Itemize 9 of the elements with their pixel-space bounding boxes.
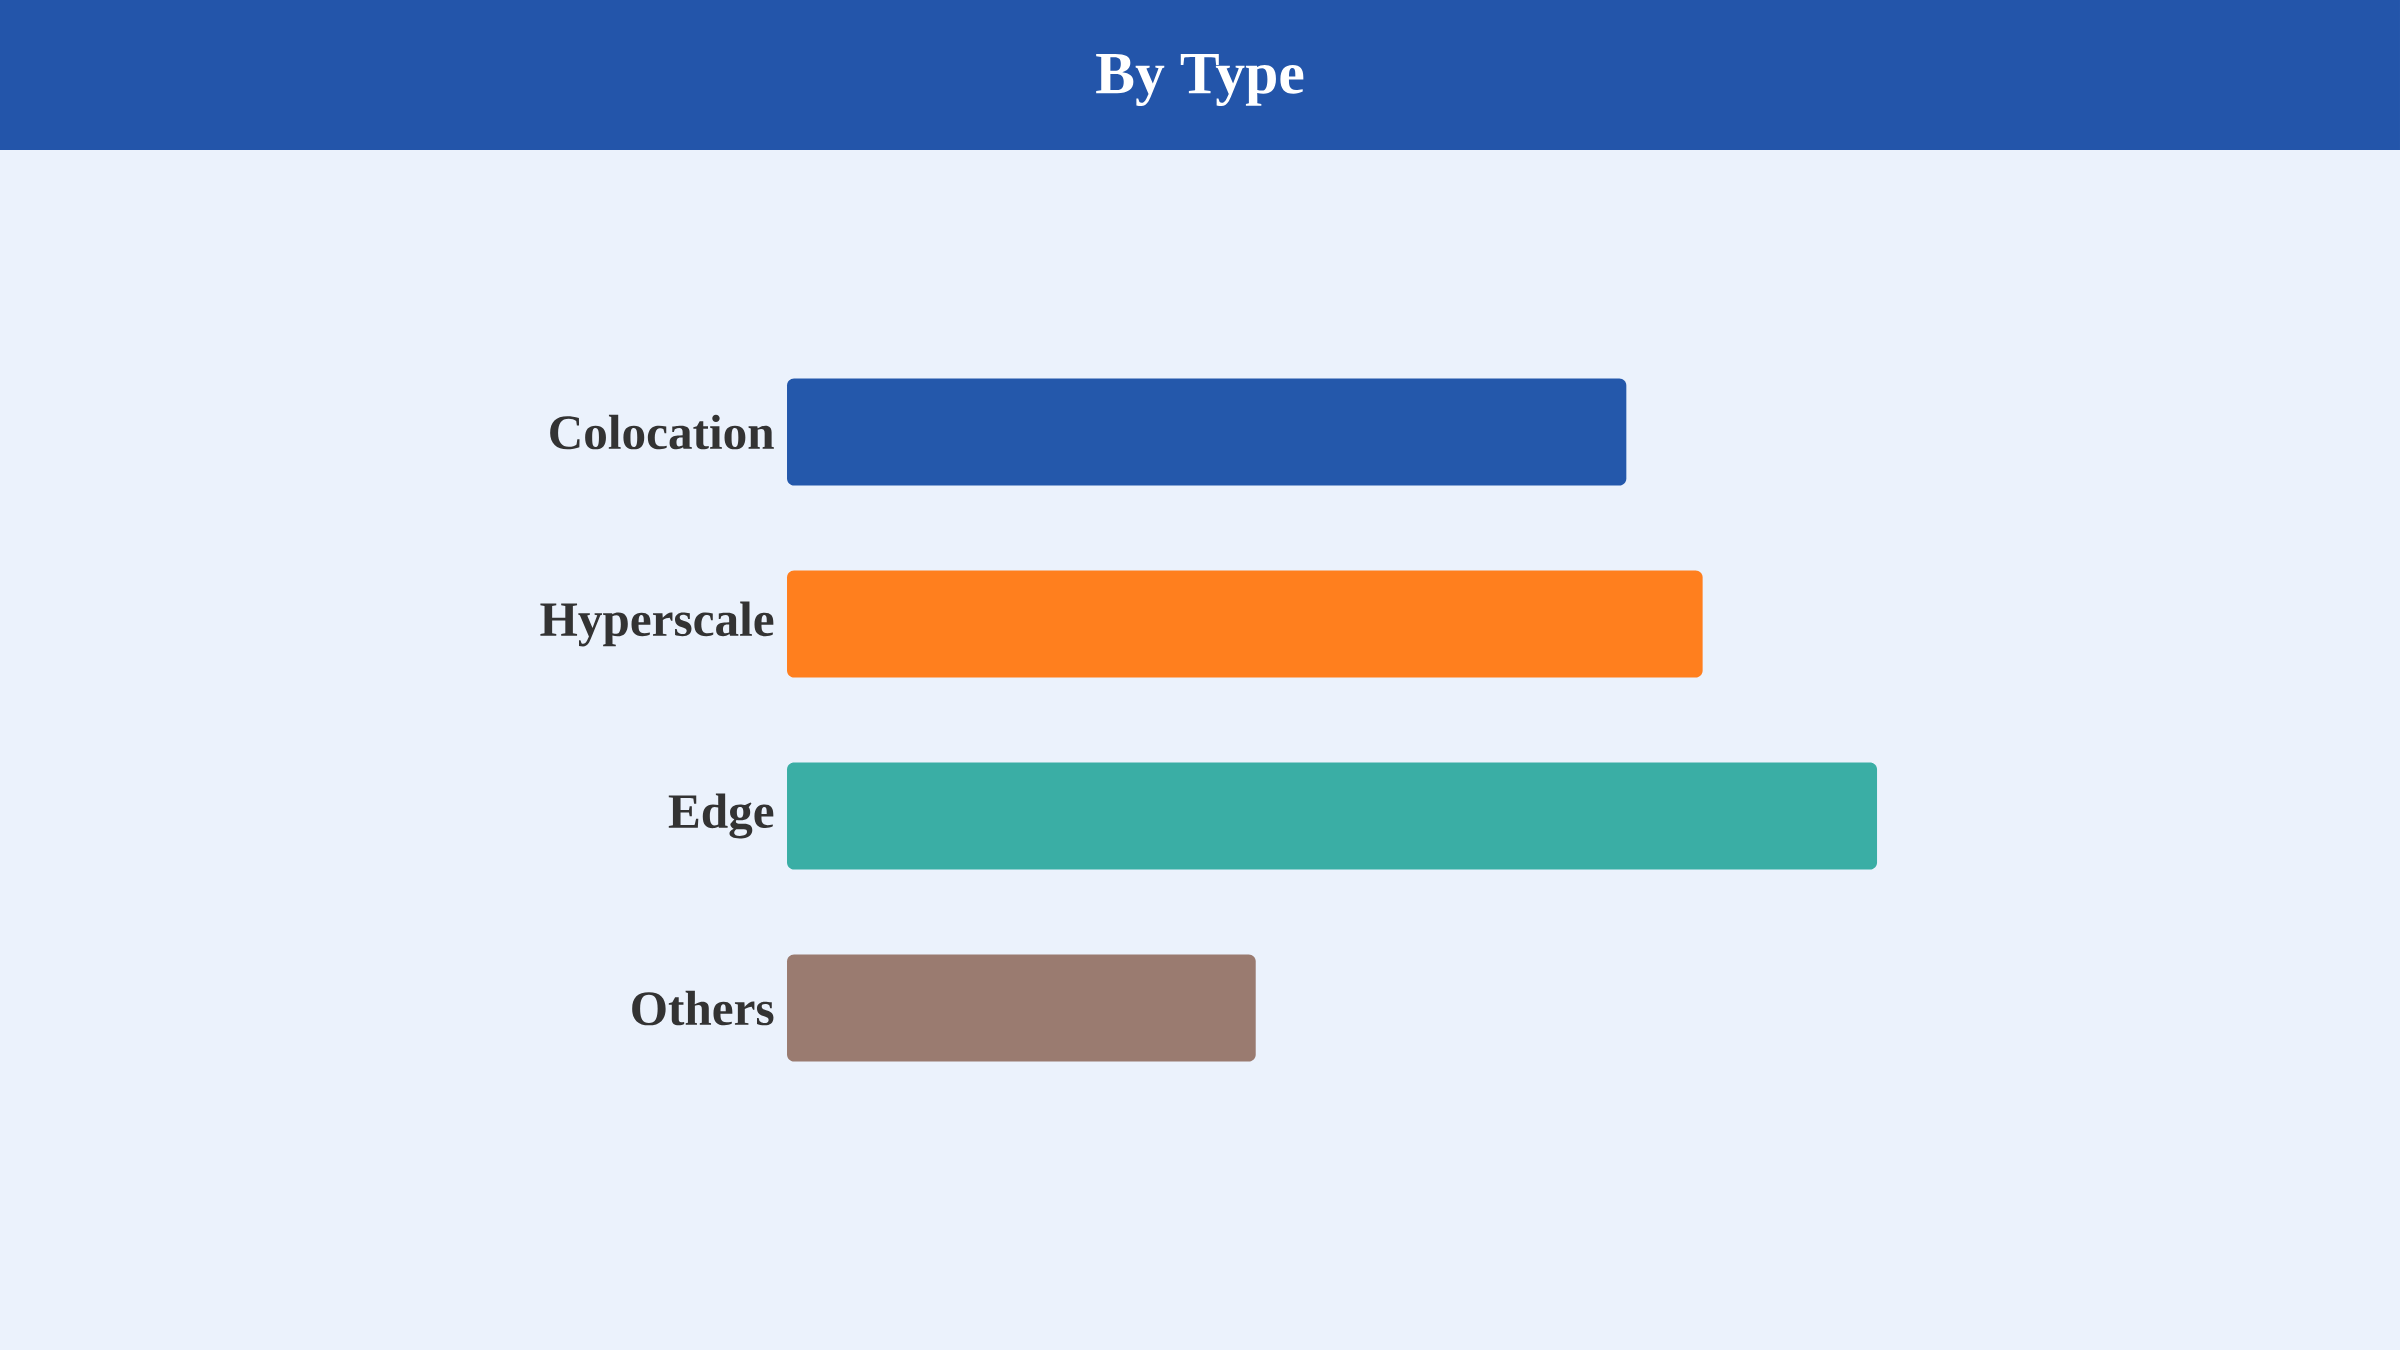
bar (787, 762, 1878, 870)
bar (787, 378, 1627, 486)
bar (787, 954, 1256, 1062)
bar (787, 570, 1703, 678)
y-tick-label: Colocation (550, 414, 774, 450)
y-tick-label: Hyperscale (540, 601, 774, 647)
y-tick-label: Others (632, 990, 774, 1026)
y-tick-label: Edge (668, 793, 774, 839)
chart-title: By Type (1096, 53, 1304, 107)
